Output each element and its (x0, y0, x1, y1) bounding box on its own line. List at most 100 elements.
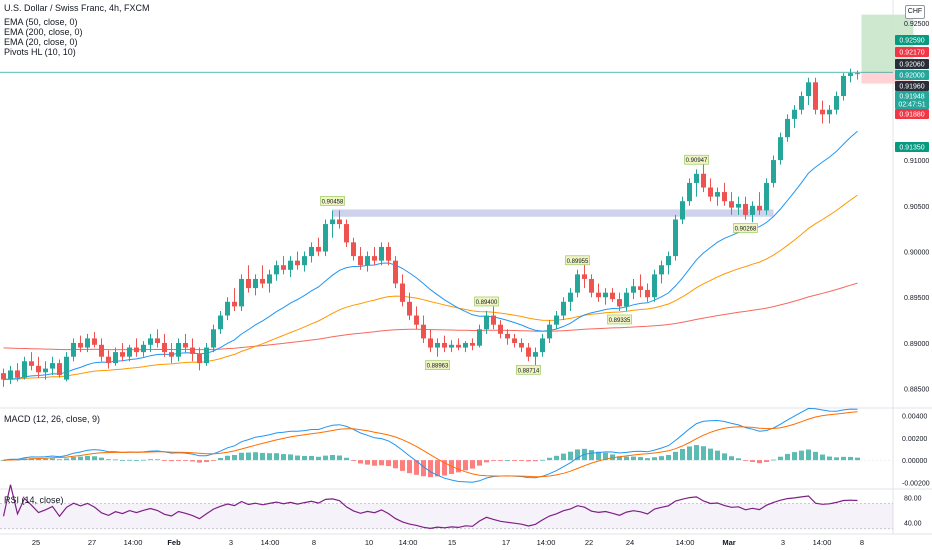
price-tag-bg (895, 91, 929, 101)
pivot-label-text: 0.90268 (735, 227, 757, 233)
candle-body (50, 363, 55, 369)
candle-body (99, 344, 104, 357)
indicator-pivots-label[interactable]: Pivots HL (10, 10) (4, 47, 76, 57)
candle (596, 283, 601, 302)
indicator-ema50-label[interactable]: EMA (50, close, 0) (4, 17, 78, 27)
candle (477, 324, 482, 348)
time-tick-label: 24 (626, 538, 634, 547)
candle (1, 368, 6, 387)
candle (22, 356, 27, 380)
ema50-line (3, 194, 858, 381)
candle-body (673, 219, 678, 257)
macd-histogram-bar (372, 460, 377, 466)
macd-histogram-bar (344, 457, 349, 461)
macd-histogram-bar (463, 460, 468, 471)
candle (379, 242, 384, 266)
macd-histogram-bar (239, 452, 244, 461)
candle-body (29, 361, 34, 366)
macd-histogram-bar (386, 460, 391, 467)
candle-body (400, 283, 405, 302)
macd-histogram-bar (477, 460, 482, 466)
price-tag: 0.91960 (895, 81, 929, 91)
candle-body (57, 363, 62, 375)
candle (358, 246, 363, 270)
candle-body (442, 342, 447, 348)
candle (428, 329, 433, 353)
macd-signal-line (3, 411, 858, 478)
price-tag: 0.91350 (895, 142, 929, 152)
candle-body (666, 256, 671, 266)
candle-body (162, 342, 167, 353)
time-tick-label: 22 (585, 538, 593, 547)
macd-histogram-bar (407, 460, 412, 474)
candle (659, 260, 664, 284)
time-tick-label: 14:00 (124, 538, 143, 547)
macd-label[interactable]: MACD (12, 26, close, 9) (4, 414, 101, 424)
rsi-label[interactable]: RSI (14, close) (4, 495, 64, 505)
time-tick-label: 14:00 (261, 538, 280, 547)
candle-body (561, 301, 566, 316)
candle (757, 192, 762, 215)
macd-histogram-bar (253, 452, 258, 461)
price-tag: 02:47:51 (895, 99, 929, 109)
indicator-ema20-label[interactable]: EMA (20, close, 0) (4, 37, 78, 47)
candle (225, 297, 230, 321)
pivot-label-box (733, 223, 758, 233)
candle (57, 359, 62, 378)
candle-body (680, 201, 685, 220)
candle-body (575, 274, 580, 293)
macd-histogram-bar (736, 458, 741, 461)
price-tag-text: 0.91960 (899, 84, 924, 91)
rsi-tick-label: 80.00 (904, 495, 922, 502)
macd-histogram-bar (547, 457, 552, 461)
macd-histogram-bar (701, 446, 706, 461)
candle (624, 288, 629, 311)
price-tag-text: 0.92590 (899, 38, 924, 45)
macd-histogram-bar (211, 460, 216, 461)
candle (750, 201, 755, 223)
candle-body (729, 201, 734, 208)
macd-histogram-bar (771, 459, 776, 461)
macd-histogram-bar (596, 451, 601, 461)
candle-body (477, 329, 482, 346)
candle-body (169, 352, 174, 357)
pivot-label-box (320, 196, 345, 206)
candle (323, 219, 328, 257)
candle (106, 350, 111, 369)
macd-histogram-bar (645, 458, 650, 461)
time-tick-label: 3 (229, 538, 233, 547)
time-tick-label: 14:00 (676, 538, 695, 547)
candle-body (344, 224, 349, 243)
indicator-ema200-label[interactable]: EMA (200, close, 0) (4, 27, 83, 37)
macd-histogram-bar (176, 460, 181, 461)
currency-badge[interactable]: CHF (905, 5, 925, 19)
candle (176, 338, 181, 362)
candle-body (645, 289, 650, 298)
macd-histogram-bar (813, 451, 818, 461)
macd-histogram-bar (435, 460, 440, 477)
macd-histogram-bar (575, 449, 580, 461)
price-tag-text: 0.92060 (899, 62, 924, 69)
macd-histogram-bar (708, 448, 713, 461)
macd-histogram-bar (512, 460, 517, 461)
candle (568, 288, 573, 311)
candle (288, 256, 293, 278)
candle (351, 237, 356, 261)
macd-histogram-bar (652, 457, 657, 461)
pivot-label-box (565, 255, 590, 266)
candle (512, 333, 517, 348)
macd-histogram-bar (778, 456, 783, 461)
time-tick-label: 27 (88, 538, 96, 547)
macd-histogram-bar (624, 456, 629, 461)
candle-body (85, 338, 90, 348)
macd-histogram-bar (1, 460, 6, 461)
time-tick-label: 14:00 (399, 538, 418, 547)
price-tag-text: 0.92170 (899, 50, 924, 57)
macd-histogram-bar (848, 456, 853, 461)
macd-histogram-bar (232, 455, 237, 461)
time-tick-label: 15 (448, 538, 456, 547)
candle (673, 214, 678, 261)
price-tick-label: 0.90500 (904, 204, 929, 211)
time-tick-label: 17 (502, 538, 510, 547)
